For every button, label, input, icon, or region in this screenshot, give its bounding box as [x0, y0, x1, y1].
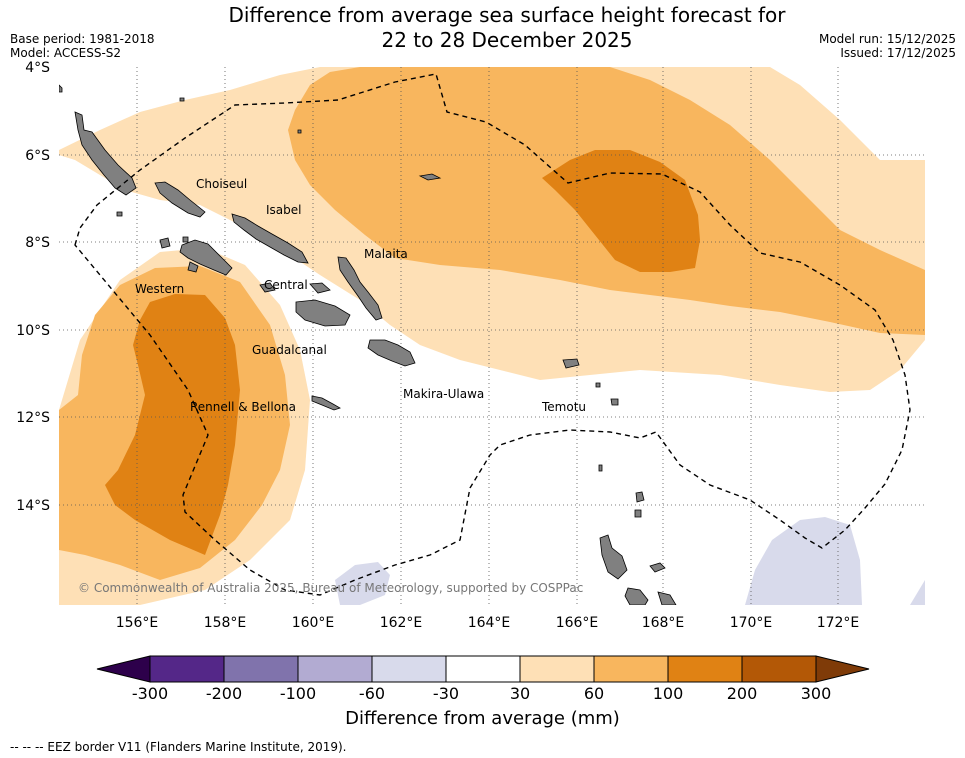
- region-label-rennell-bellona: Rennell & Bellona: [190, 400, 296, 414]
- island-utupua: [595, 382, 601, 388]
- colorbar-cell: [519, 655, 595, 683]
- island-isabel: [231, 213, 309, 264]
- region-label-western: Western: [135, 282, 184, 296]
- island-ambae: [635, 491, 645, 503]
- lat-label: 8°S: [25, 235, 50, 251]
- region-label-isabel: Isabel: [266, 203, 301, 217]
- colorbar-cell: [593, 655, 669, 683]
- colorbar-cell: [445, 655, 521, 683]
- colorbar-cell: [741, 655, 817, 683]
- colorbar-tick: 300: [801, 684, 832, 703]
- chart-title: Difference from average sea surface heig…: [0, 3, 965, 53]
- title-line-2: 22 to 28 December 2025: [381, 28, 633, 52]
- colorbar-cell: [223, 655, 299, 683]
- colorbar-cell: [371, 655, 447, 683]
- colorbar: -300 -200 -100 -60 -30 30 60 100 200 300: [96, 655, 870, 703]
- lon-label: 168°E: [642, 615, 685, 631]
- region-label-makira-ulawa: Makira-Ulawa: [403, 387, 484, 401]
- island-shortlands: [182, 236, 189, 243]
- colorbar-tick: 30: [510, 684, 530, 703]
- colorbar-tick: 60: [584, 684, 604, 703]
- lon-label: 162°E: [380, 615, 423, 631]
- region-label-temotu: Temotu: [541, 400, 586, 414]
- island-makira: [367, 339, 416, 367]
- colorbar-over-arrow: [815, 655, 870, 683]
- colorbar-under-arrow: [96, 655, 151, 683]
- issued-date: Issued: 17/12/2025: [840, 46, 956, 60]
- model-run: Model run: 15/12/2025: [818, 32, 956, 46]
- copyright-text: © Commonwealth of Australia 2025, Bureau…: [78, 581, 583, 595]
- colorbar-ticks: -300 -200 -100 -60 -30 30 60 100 200 300: [132, 684, 831, 703]
- island-sikaiana: [297, 129, 302, 134]
- island-buka: [116, 211, 123, 217]
- model-name: Model: ACCESS-S2: [10, 46, 122, 60]
- island-ranongga: [187, 261, 199, 273]
- colorbar-tick: -100: [280, 684, 316, 703]
- lon-label: 172°E: [817, 615, 860, 631]
- colorbar-label: Difference from average (mm): [345, 708, 620, 729]
- island-espiritu-santo: [599, 534, 628, 580]
- lat-label: 6°S: [25, 148, 50, 164]
- colorbar-tick: -300: [132, 684, 168, 703]
- colorbar-cell: [667, 655, 743, 683]
- colorbar-tick: -60: [359, 684, 385, 703]
- lat-label: 10°S: [16, 323, 50, 339]
- title-line-1: Difference from average sea surface heig…: [228, 3, 786, 27]
- region-labels: Choiseul Isabel Malaita Western Central …: [135, 177, 586, 414]
- region-label-choiseul: Choiseul: [196, 177, 247, 191]
- island-malaita: [337, 256, 383, 321]
- meta-right: Model run: 15/12/2025 Issued: 17/12/2025: [819, 32, 956, 60]
- lat-label: 4°S: [25, 60, 50, 76]
- island-santa-cruz: [562, 358, 580, 369]
- lon-axis-labels: 156°E 158°E 160°E 162°E 164°E 166°E 168°…: [116, 615, 860, 631]
- island-choiseul: [154, 181, 206, 218]
- contour-100-200: [105, 150, 700, 555]
- colorbar-cells: [149, 655, 817, 683]
- lon-label: 158°E: [204, 615, 247, 631]
- island-russell: [259, 282, 276, 293]
- island-nggela: [309, 282, 331, 294]
- island-bougainville: [74, 111, 137, 196]
- map-panel: Choiseul Isabel Malaita Western Central …: [59, 67, 925, 605]
- eez-legend-footer: -- -- -- EEZ border V11 (Flanders Marine…: [10, 740, 347, 754]
- colorbar-tick: 200: [727, 684, 758, 703]
- lon-label: 164°E: [468, 615, 511, 631]
- island-banks: [634, 509, 642, 518]
- island-new-georgia: [179, 239, 233, 276]
- lon-label: 156°E: [116, 615, 159, 631]
- island-vanikoro: [610, 398, 619, 406]
- island-papua-edge: [59, 84, 63, 93]
- eez-border: [74, 73, 911, 596]
- lon-label: 160°E: [292, 615, 335, 631]
- colorbar-tick: 100: [653, 684, 684, 703]
- region-label-central: Central: [264, 278, 308, 292]
- region-label-guadalcanal: Guadalcanal: [252, 343, 327, 357]
- island-torres: [598, 464, 603, 472]
- island-ontong-java: [418, 173, 442, 181]
- region-label-malaita: Malaita: [364, 247, 408, 261]
- island-maewo: [649, 562, 666, 573]
- lat-axis-labels: 4°S 6°S 8°S 10°S 12°S 14°S: [16, 60, 50, 514]
- colorbar-tick: -30: [433, 684, 459, 703]
- land-islands: [59, 84, 677, 605]
- lat-label: 14°S: [16, 498, 50, 514]
- gridlines: [59, 67, 925, 605]
- base-period: Base period: 1981-2018: [10, 32, 155, 46]
- island-nukumanu: [179, 97, 185, 102]
- lon-label: 166°E: [556, 615, 599, 631]
- island-malo: [657, 591, 677, 605]
- island-guadalcanal: [295, 299, 351, 327]
- colorbar-cell: [297, 655, 373, 683]
- colorbar-cell: [149, 655, 225, 683]
- meta-left: Base period: 1981-2018 Model: ACCESS-S2: [10, 32, 155, 60]
- island-vella-lavella: [159, 237, 171, 249]
- island-malakula: [624, 587, 649, 605]
- island-rennell: [311, 395, 341, 411]
- colorbar-tick: -200: [206, 684, 242, 703]
- lat-label: 12°S: [16, 410, 50, 426]
- lon-label: 170°E: [730, 615, 773, 631]
